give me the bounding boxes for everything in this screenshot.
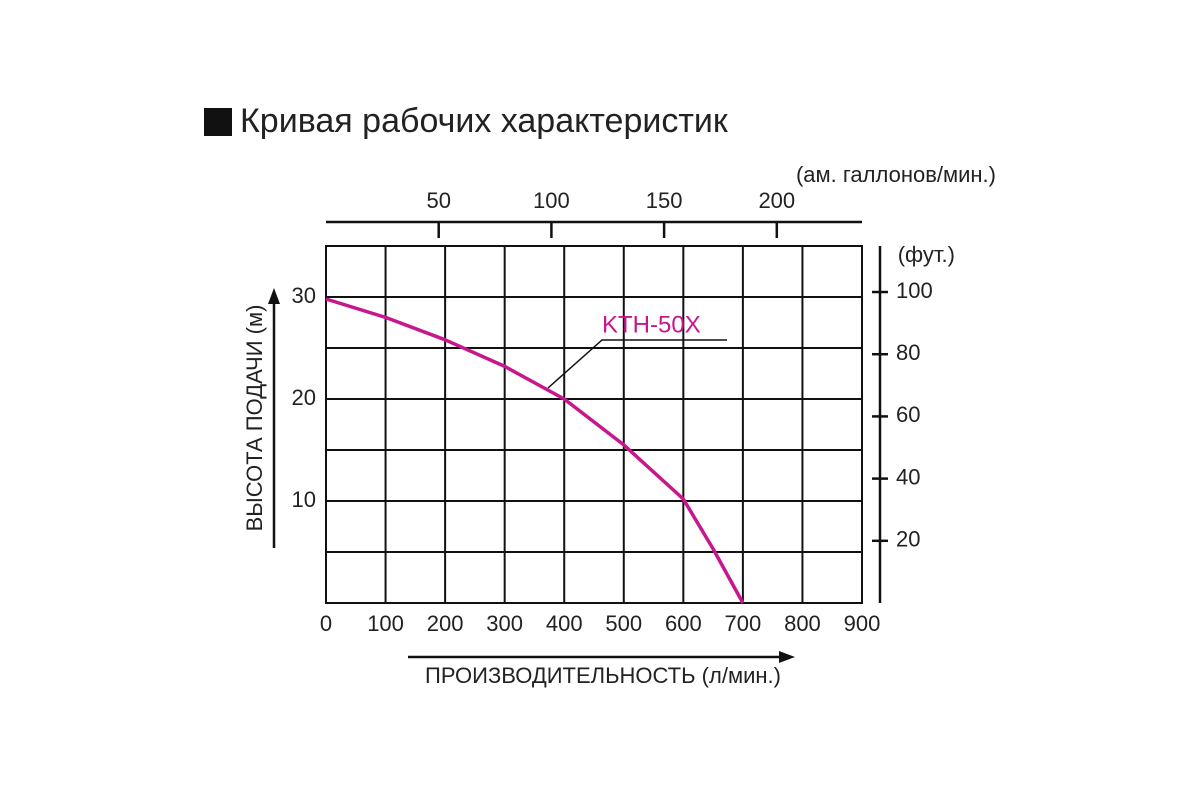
plot-frame	[325, 245, 863, 604]
x-tick-label: 800	[784, 611, 821, 636]
y2-tick-label: 100	[896, 278, 933, 303]
y2-tick-label: 60	[896, 402, 920, 427]
x-tick-label: 500	[605, 611, 642, 636]
chart-title: Кривая рабочих характеристик	[240, 102, 729, 140]
y2-tick-label: 20	[896, 527, 920, 552]
series-label: KTH-50X	[602, 311, 701, 338]
y-tick-label: 10	[292, 487, 316, 512]
x2-tick-label: 100	[533, 188, 570, 213]
x-tick-label: 400	[546, 611, 583, 636]
y2-tick-label: 80	[896, 340, 920, 365]
x2-tick-label: 150	[646, 188, 683, 213]
y-tick-label: 30	[292, 283, 316, 308]
series-line	[325, 297, 745, 604]
x-tick-label: 600	[665, 611, 702, 636]
x2-label: (ам. галлонов/мин.)	[796, 162, 996, 187]
x-tick-label: 700	[725, 611, 762, 636]
x-label: ПРОИЗВОДИТЕЛЬНОСТЬ (л/мин.)	[425, 663, 781, 688]
x-arrow-head	[779, 651, 795, 663]
leader-line	[547, 339, 727, 389]
y-arrow-head	[268, 288, 280, 304]
x-tick-label: 0	[320, 611, 332, 636]
y-label: ВЫСОТА ПОДАЧИ (м)	[242, 305, 267, 532]
x-tick-label: 200	[427, 611, 464, 636]
x2-tick-label: 50	[426, 188, 450, 213]
x-tick-label: 900	[844, 611, 881, 636]
x-tick-label: 100	[367, 611, 404, 636]
x2-tick-label: 200	[758, 188, 795, 213]
y2-label: (фут.)	[898, 242, 955, 267]
y2-tick-label: 40	[896, 464, 920, 489]
y-tick-label: 20	[292, 385, 316, 410]
title-marker	[204, 108, 232, 136]
x-tick-label: 300	[486, 611, 523, 636]
